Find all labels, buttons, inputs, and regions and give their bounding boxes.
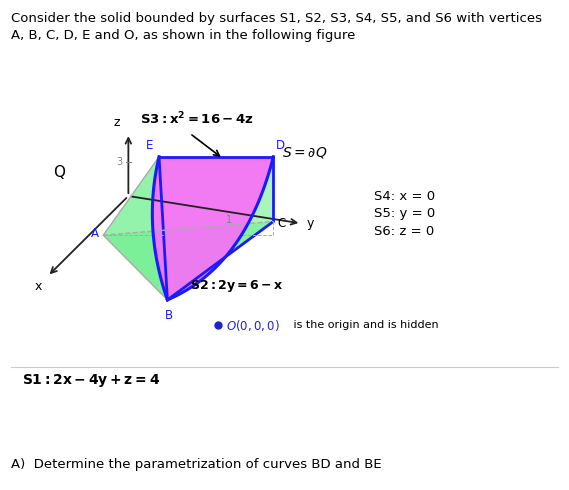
- Text: $S = \partial Q$: $S = \partial Q$: [282, 145, 327, 160]
- Polygon shape: [103, 221, 273, 300]
- Polygon shape: [103, 157, 167, 300]
- Text: S4: x = 0: S4: x = 0: [374, 190, 435, 202]
- Text: E: E: [146, 139, 154, 152]
- Text: $O(0,0,0)$: $O(0,0,0)$: [226, 318, 280, 333]
- Text: y: y: [307, 217, 314, 230]
- Text: $\bf{S1}$$\bf{: 2x - 4y + z = 4}$: $\bf{S1}$$\bf{: 2x - 4y + z = 4}$: [22, 372, 160, 389]
- Text: S5: y = 0: S5: y = 0: [374, 207, 435, 220]
- Text: A, B, C, D, E and O, as shown in the following figure: A, B, C, D, E and O, as shown in the fol…: [11, 29, 356, 43]
- Text: Q: Q: [53, 165, 65, 180]
- Text: $\bf{S3}$$\bf{:x^2 = 16 - 4z}$: $\bf{S3}$$\bf{:x^2 = 16 - 4z}$: [139, 111, 254, 127]
- Polygon shape: [152, 157, 273, 300]
- Text: Consider the solid bounded by surfaces S1, S2, S3, S4, S5, and S6 with vertices: Consider the solid bounded by surfaces S…: [11, 12, 542, 25]
- Text: is the origin and is hidden: is the origin and is hidden: [290, 320, 439, 330]
- Text: A)  Determine the parametrization of curves BD and BE: A) Determine the parametrization of curv…: [11, 458, 382, 471]
- Text: S6: z = 0: S6: z = 0: [374, 225, 434, 238]
- Polygon shape: [159, 157, 273, 300]
- Text: 1: 1: [226, 215, 232, 224]
- Text: 3: 3: [117, 156, 123, 167]
- Text: C: C: [278, 217, 286, 230]
- Text: $\bf{S2}$$\bf{: 2y = 6 - x}$: $\bf{S2}$$\bf{: 2y = 6 - x}$: [189, 278, 283, 294]
- Text: B: B: [164, 309, 172, 321]
- Text: D: D: [276, 139, 285, 152]
- Text: x: x: [35, 280, 42, 294]
- Text: A: A: [91, 227, 99, 240]
- Text: z: z: [113, 116, 120, 129]
